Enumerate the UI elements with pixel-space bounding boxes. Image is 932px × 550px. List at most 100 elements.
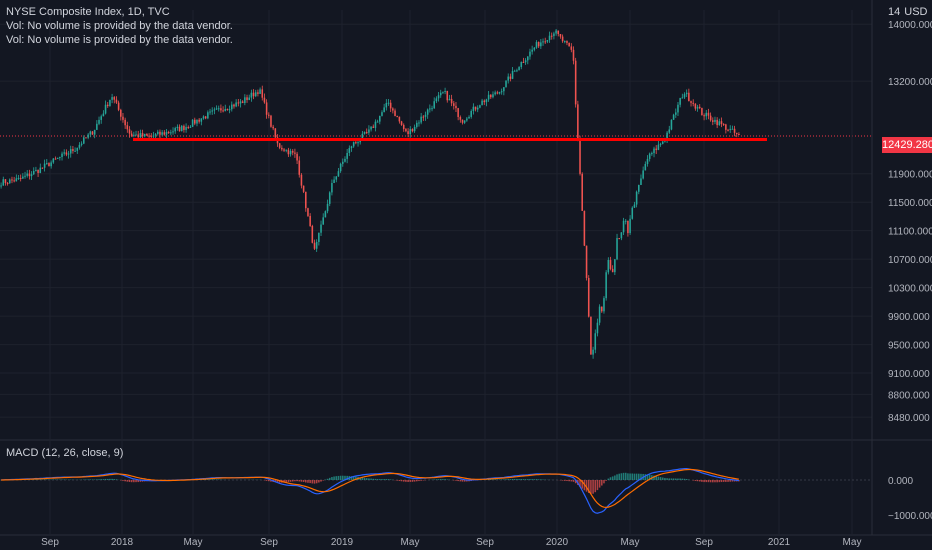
macd-histogram-bar	[703, 480, 705, 483]
macd-histogram-bar	[513, 479, 516, 480]
macd-histogram-bar	[605, 480, 607, 481]
candle-body	[128, 129, 131, 134]
candle-body	[233, 104, 235, 107]
candle-body	[170, 132, 172, 134]
candle-body	[624, 220, 627, 222]
candle-body	[648, 153, 651, 159]
candle-body	[244, 97, 246, 103]
candle-body	[152, 135, 155, 137]
macd-histogram-bar	[413, 480, 416, 482]
candle-body	[487, 94, 490, 100]
candle-body	[725, 124, 727, 130]
macd-histogram-bar	[104, 478, 107, 480]
candle-body	[620, 232, 623, 239]
candle-body	[211, 110, 213, 112]
candle-body	[106, 104, 109, 107]
candle-body	[731, 128, 734, 130]
candle-body	[442, 91, 444, 93]
candle-body	[661, 141, 664, 144]
macd-histogram-bar	[209, 479, 211, 480]
candle-body	[433, 101, 435, 109]
candle-body	[67, 153, 70, 155]
macd-histogram-bar	[707, 480, 710, 483]
candle-body	[178, 126, 181, 132]
candle-body	[507, 76, 509, 81]
candle-body	[498, 91, 501, 94]
candle-body	[274, 128, 277, 138]
macd-histogram-bar	[350, 476, 353, 480]
candle-body	[503, 87, 505, 92]
candle-body	[231, 104, 233, 110]
candle-body	[361, 133, 364, 140]
macd-histogram-bar	[98, 479, 100, 480]
candle-body	[11, 179, 13, 181]
candle-body	[268, 114, 270, 116]
candle-body	[102, 113, 105, 117]
macd-histogram-bar	[89, 479, 92, 480]
candle-body	[189, 126, 192, 128]
price-tick-label: 10700.000	[888, 255, 932, 266]
candle-body	[342, 161, 344, 164]
time-tick-label: May	[843, 537, 862, 548]
candle-body	[474, 106, 477, 110]
candle-body	[385, 102, 388, 108]
candle-body	[703, 115, 705, 117]
time-tick-label: 2018	[111, 537, 134, 548]
candle-body	[74, 150, 76, 152]
macd-histogram-bar	[666, 478, 668, 480]
candle-body	[609, 260, 612, 269]
candle-body	[370, 126, 372, 130]
macd-histogram-bar	[207, 479, 209, 480]
macd-histogram-bar	[566, 480, 568, 482]
candle-body	[729, 128, 731, 130]
macd-histogram-bar	[217, 479, 220, 480]
price-axis: 14000.000 13200.000 11900.000 11500.000 1110…	[888, 20, 932, 424]
candle-body	[109, 99, 111, 107]
candle-body	[215, 108, 218, 110]
candle-body	[318, 232, 320, 242]
macd-histogram-bar	[300, 480, 303, 482]
time-tick-label: Sep	[695, 537, 713, 548]
macd-histogram-bar	[346, 475, 348, 480]
candle-body	[83, 137, 85, 144]
candle-body	[56, 157, 59, 159]
candle-body	[594, 333, 597, 350]
candle-body	[587, 277, 590, 317]
macd-histogram-bar	[320, 480, 322, 482]
macd-histogram-bar	[87, 479, 89, 480]
candle-body	[557, 30, 560, 34]
candle-body	[376, 121, 379, 123]
candle-body	[431, 108, 433, 110]
candle-body	[685, 92, 688, 95]
candle-body	[596, 322, 599, 334]
candle-body	[352, 142, 355, 147]
candle-body	[511, 70, 514, 79]
candle-body	[402, 124, 405, 130]
macd-histogram-bar	[661, 477, 664, 480]
candle-body	[722, 123, 725, 125]
candle-body	[183, 125, 185, 130]
candle-body	[651, 153, 653, 155]
macd-histogram-bar	[339, 475, 342, 480]
macd-histogram-bar	[503, 479, 505, 480]
macd-histogram-bar	[540, 479, 542, 480]
candle-body	[287, 149, 290, 155]
candle-body	[213, 109, 216, 111]
candle-body	[675, 112, 677, 115]
macd-histogram-bar	[411, 480, 414, 482]
candle-body	[455, 105, 457, 109]
price-tick-label: 8480.000	[888, 413, 930, 424]
chart-title: NYSE Composite Index, 1D, TVC	[6, 6, 170, 18]
candle-body	[439, 92, 442, 96]
candle-body	[339, 163, 342, 172]
macd-histogram-bar	[372, 478, 375, 480]
candle-body	[235, 102, 237, 107]
candle-body	[191, 119, 194, 127]
candle-body	[470, 111, 472, 117]
candle-body	[300, 174, 303, 186]
price-tick-label: 11500.000	[888, 198, 932, 209]
macd-histogram-bar	[396, 480, 398, 481]
time-tick-label: 2020	[546, 537, 569, 548]
candle-body	[583, 210, 586, 246]
